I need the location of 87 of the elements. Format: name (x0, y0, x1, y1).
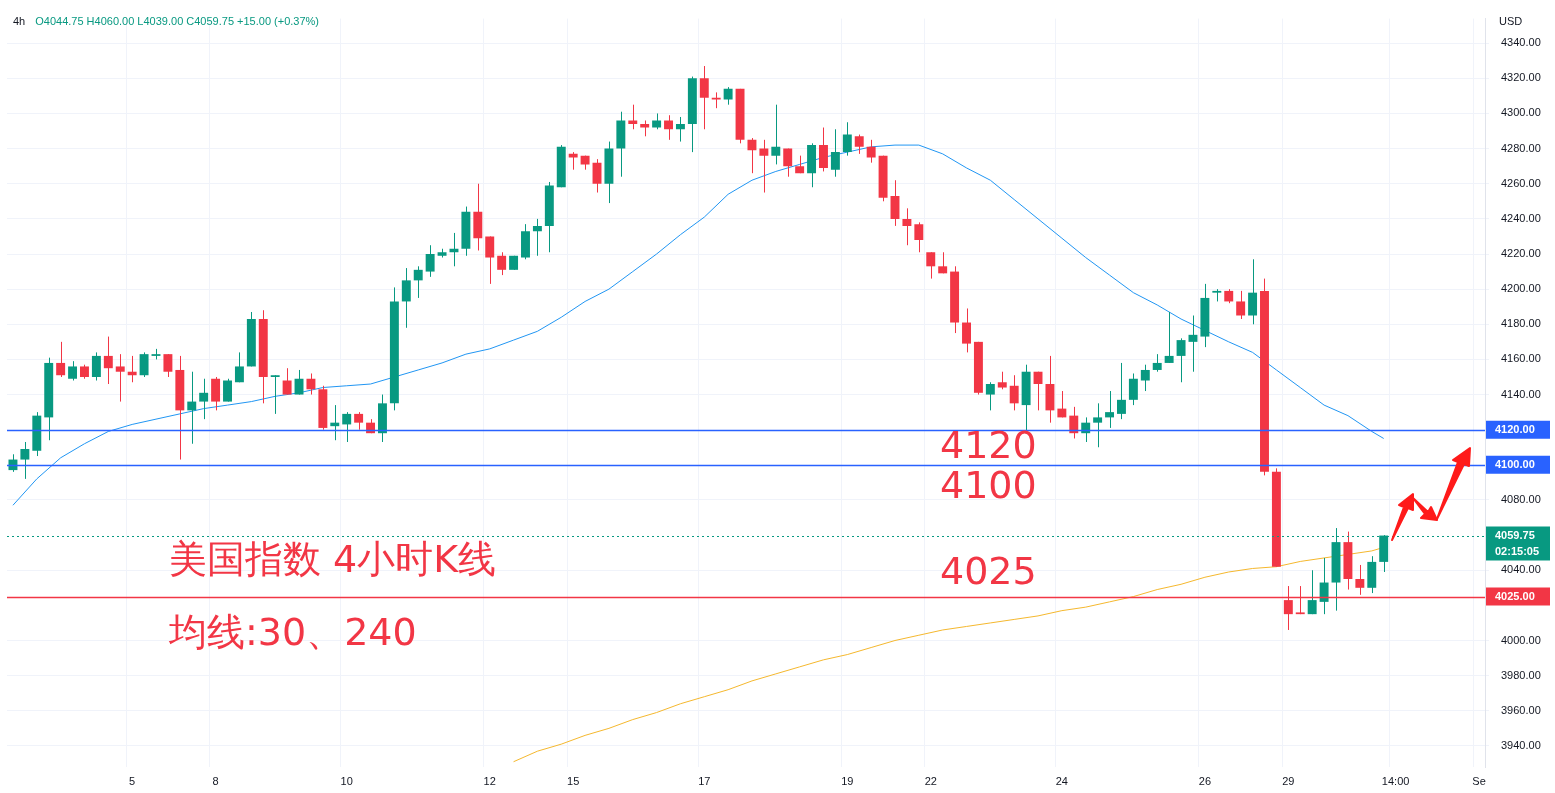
candlestick (640, 120, 650, 137)
annotation: 均线:30、240 (168, 610, 417, 654)
y-tick-label: 4260.00 (1501, 176, 1541, 189)
candlestick (80, 364, 89, 380)
candlestick (1355, 564, 1365, 596)
candlestick (830, 128, 840, 178)
x-tick-label: Se (1472, 774, 1486, 787)
y-axis-title: USD (1499, 15, 1523, 28)
candlestick (20, 441, 30, 480)
y-tick-label: 4220.00 (1501, 247, 1541, 260)
x-tick-label: 29 (1282, 774, 1295, 787)
candlestick (485, 235, 495, 285)
candlestick (437, 248, 447, 259)
ref-line-label: 4100.00 (1495, 457, 1535, 470)
candlestick (1140, 364, 1150, 392)
y-tick-label: 4200.00 (1501, 282, 1541, 295)
y-tick-label: 3940.00 (1501, 738, 1541, 751)
x-tick-label: 17 (698, 774, 711, 787)
candlestick (544, 181, 554, 253)
y-tick-label: 4140.00 (1501, 387, 1541, 400)
y-tick-label: 4240.00 (1501, 211, 1541, 224)
candlestick (234, 351, 244, 383)
candlestick (1093, 402, 1103, 448)
candlestick (461, 206, 471, 257)
x-tick-label: 24 (1055, 774, 1068, 787)
candlestick (1248, 258, 1258, 325)
candlestick (664, 114, 673, 141)
y-tick-label: 3980.00 (1501, 668, 1541, 681)
y-tick-label: 4080.00 (1501, 493, 1541, 505)
x-tick-label: 8 (212, 774, 219, 787)
candlestick (985, 381, 995, 411)
y-tick-label: 4000.00 (1501, 633, 1541, 646)
candlestick (521, 223, 530, 260)
candlestick (652, 112, 662, 130)
candlestick (735, 88, 745, 144)
y-tick-label: 4300.00 (1501, 106, 1541, 119)
y-tick-label: 4320.00 (1501, 71, 1541, 84)
candlestick (1343, 531, 1353, 591)
x-tick-label: 10 (340, 774, 353, 787)
candlestick (163, 353, 173, 378)
candlestick (854, 134, 864, 155)
candlestick (199, 378, 209, 420)
annotation: 美国指数 4小时K线 (169, 537, 497, 581)
candlestick (258, 309, 268, 404)
candlestick (425, 244, 435, 278)
candlestick (1367, 555, 1377, 594)
chart-title: 4h (13, 15, 26, 28)
x-tick-label: 5 (129, 774, 136, 787)
x-tick-label: 12 (483, 774, 496, 787)
candlestick (1176, 337, 1186, 383)
ref-line-label: 4120.00 (1495, 422, 1535, 435)
candlestick (1212, 288, 1222, 302)
candlestick (997, 371, 1007, 390)
y-tick-label: 4040.00 (1501, 563, 1541, 576)
candlestick (115, 353, 125, 403)
candlestick (68, 360, 78, 381)
candlestick (628, 104, 638, 130)
ref-line-label: 4025.00 (1495, 589, 1535, 602)
candlestick (389, 286, 399, 411)
y-tick-label: 4280.00 (1501, 141, 1541, 154)
candlestick (211, 376, 221, 411)
candlestick (973, 341, 983, 396)
candlestick (914, 221, 924, 253)
candlestick (616, 111, 626, 178)
y-tick-label: 3960.00 (1501, 703, 1541, 716)
y-tick-label: 4340.00 (1501, 36, 1541, 49)
y-tick-label: 4160.00 (1501, 352, 1541, 365)
candlestick (771, 104, 781, 165)
candlestick (950, 265, 960, 334)
annotation: 4025 (940, 548, 1037, 593)
candlestick (699, 65, 709, 130)
x-tick-label: 19 (841, 774, 854, 787)
candlestick (819, 127, 828, 172)
y-tick-label: 4180.00 (1501, 317, 1541, 330)
candlestick (1236, 290, 1246, 320)
text: 02:15:05 (1495, 544, 1540, 557)
x-tick-label: 14:00 (1381, 774, 1410, 787)
x-tick-label: 26 (1198, 774, 1212, 787)
candlestick (318, 385, 328, 431)
x-tick-label: 22 (924, 774, 937, 787)
ref-line-label: 4059.75 (1495, 528, 1535, 541)
candlestick (1200, 283, 1210, 348)
x-tick-label: 15 (567, 774, 580, 787)
chart-subtitle: O4044.75 H4060.00 L4039.00 C4059.75 +15.00 (+0.37%) (35, 15, 320, 28)
candlestick (687, 76, 697, 153)
candlestick (354, 411, 364, 431)
candlestick (270, 374, 280, 415)
